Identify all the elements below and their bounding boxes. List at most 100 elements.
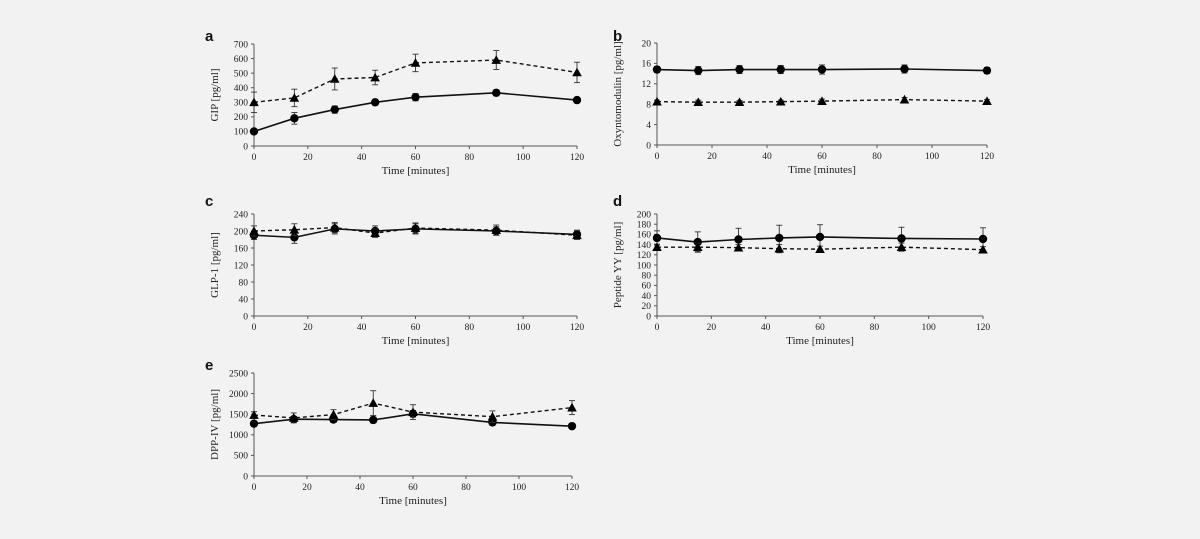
y-tick-label: 0 [243,472,248,482]
y-tick-label: 200 [234,227,249,237]
x-axis-label: Time [minutes] [382,335,450,347]
y-tick-label: 120 [637,251,652,261]
y-tick-label: 2500 [229,369,248,379]
y-tick-label: 160 [637,231,652,241]
data-point-circle [775,233,784,243]
data-point-triangle [978,244,988,254]
data-point-triangle [249,410,259,419]
data-point-circle [652,65,662,74]
data-point-triangle [491,225,502,234]
panel-e: e 0 500 1000 1500 2000 2500 0 20 40 60 80 100 120 Time… [205,357,579,507]
x-tick-label: 60 [411,323,421,333]
data-point-circle [290,114,299,123]
x-tick-label: 20 [303,153,313,163]
x-tick-label: 0 [252,483,257,493]
data-point-triangle [370,228,380,237]
data-point-triangle [487,411,498,421]
y-tick-label: 500 [234,452,249,462]
y-axis-label: DPP-IV [pg/ml] [209,389,221,460]
y-tick-label: 60 [642,282,652,292]
y-tick-label: 600 [234,55,249,65]
y-tick-label: 0 [646,312,651,322]
x-tick-label: 120 [570,153,585,163]
x-tick-label: 20 [303,323,313,333]
data-point-circle [652,233,662,243]
data-point-triangle [652,242,662,251]
data-point-triangle [817,96,827,105]
data-point-circle [815,232,825,242]
y-axis-label: Oxyntomodulin [pg/ml] [612,41,624,146]
y-tick-label: 200 [637,210,652,220]
y-tick-label: 0 [646,141,651,151]
y-tick-label: 1500 [229,411,248,421]
x-tick-label: 120 [976,323,991,333]
data-point-circle [492,88,501,98]
x-tick-label: 40 [357,153,367,163]
data-point-circle [693,237,702,247]
x-tick-label: 40 [761,323,771,333]
x-axis-label: Time [minutes] [382,165,450,177]
panel-letter: a [205,28,214,45]
x-tick-label: 120 [570,323,585,333]
x-tick-label: 0 [252,153,257,163]
data-point-triangle [982,96,992,105]
x-tick-label: 60 [815,323,825,333]
data-point-circle [567,421,577,431]
data-point-triangle [693,97,704,106]
panel-letter: d [613,193,622,210]
data-point-circle [817,65,827,74]
data-point-circle [982,66,992,75]
y-tick-label: 1000 [229,431,248,441]
series-triangle-dashed [652,242,988,254]
x-axis-label: Time [minutes] [379,495,447,507]
y-tick-label: 160 [234,244,249,254]
x-tick-label: 100 [516,153,531,163]
x-tick-label: 20 [707,152,717,162]
y-tick-label: 700 [234,40,249,50]
series-triangle-dashed [249,50,582,113]
data-point-circle [249,127,259,136]
series-circle-solid [249,88,582,136]
y-axis-label: GIP [pg/ml] [209,68,221,121]
x-tick-label: 120 [565,483,580,493]
series-triangle-dashed [249,222,582,240]
data-point-triangle [572,230,582,240]
x-axis-label: Time [minutes] [786,335,854,347]
y-tick-label: 180 [637,221,652,231]
data-point-triangle [410,58,421,67]
x-tick-label: 100 [512,483,527,493]
data-point-triangle [329,74,340,83]
data-point-triangle [328,409,339,419]
y-tick-label: 80 [642,272,652,282]
series-circle-solid [652,64,992,76]
y-tick-label: 300 [234,99,249,109]
data-point-triangle [692,242,703,251]
x-tick-label: 60 [411,153,421,163]
x-tick-label: 0 [655,323,660,333]
y-tick-label: 8 [646,101,651,111]
data-point-triangle [408,407,418,416]
data-point-triangle [289,93,300,102]
data-point-triangle [368,398,379,407]
y-tick-label: 100 [234,128,249,138]
data-point-triangle [567,402,577,412]
series-triangle-dashed [249,390,577,424]
y-tick-label: 120 [234,261,249,271]
y-tick-label: 4 [646,121,651,131]
data-point-circle [370,98,380,107]
data-point-triangle [774,243,785,253]
data-point-circle [897,234,906,243]
data-point-triangle [370,72,380,82]
data-point-circle [411,92,420,102]
data-point-triangle [249,97,259,107]
data-point-triangle [288,413,299,422]
y-tick-label: 16 [642,60,652,70]
data-point-triangle [896,242,907,251]
y-tick-label: 2000 [229,390,248,400]
data-point-circle [369,415,378,425]
y-axis-label: GLP-1 [pg/ml] [209,232,221,298]
y-tick-label: 20 [642,39,652,49]
data-point-triangle [410,223,421,232]
x-tick-label: 100 [925,152,940,162]
